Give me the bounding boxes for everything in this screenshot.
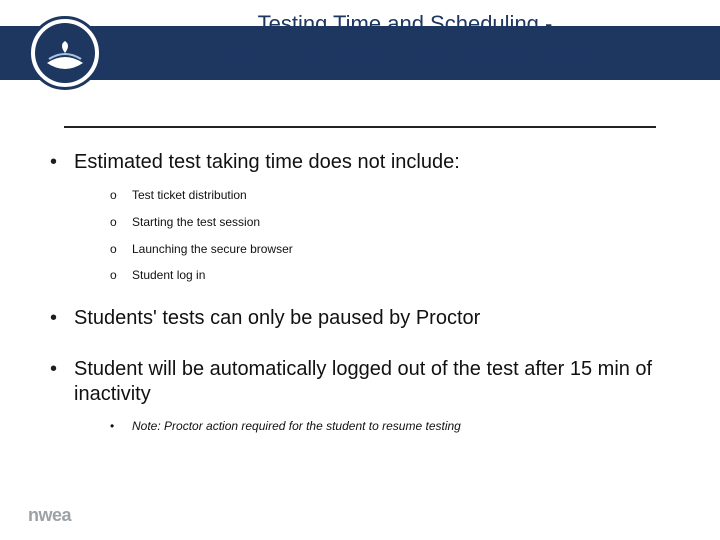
- bullet-2: • Students' tests can only be paused by …: [50, 306, 670, 331]
- bullet-1-sublist: o Test ticket distribution o Starting th…: [110, 187, 670, 284]
- sub-marker: o: [110, 187, 132, 204]
- sub-marker: o: [110, 214, 132, 231]
- bullet-3-note: • Note: Proctor action required for the …: [110, 419, 670, 433]
- page-title: Testing Time and Scheduling - Recommenda…: [120, 10, 690, 65]
- bullet-2-text: Students' tests can only be paused by Pr…: [74, 306, 670, 331]
- sub-item: o Starting the test session: [110, 214, 670, 231]
- bullet-1-text: Estimated test taking time does not incl…: [74, 150, 670, 175]
- bullet-1: • Estimated test taking time does not in…: [50, 150, 670, 175]
- sub-marker: o: [110, 267, 132, 284]
- bullet-marker: •: [50, 306, 74, 331]
- logo: [28, 16, 102, 90]
- sub-item-text: Starting the test session: [132, 214, 260, 231]
- footer-brand: nwea: [28, 505, 71, 526]
- title-line-2: Recommendations and Considerations: [120, 38, 690, 66]
- title-underline: [64, 126, 656, 128]
- note-marker: •: [110, 419, 132, 433]
- header: Testing Time and Scheduling - Recommenda…: [0, 0, 720, 88]
- sub-item-text: Launching the secure browser: [132, 241, 293, 258]
- sub-item-text: Test ticket distribution: [132, 187, 247, 204]
- book-swoosh-icon: [43, 31, 87, 75]
- bullet-3: • Student will be automatically logged o…: [50, 357, 670, 407]
- sub-item-text: Student log in: [132, 267, 205, 284]
- sub-item: o Student log in: [110, 267, 670, 284]
- bullet-marker: •: [50, 150, 74, 175]
- title-line-1: Testing Time and Scheduling -: [120, 10, 690, 38]
- bullet-marker: •: [50, 357, 74, 407]
- logo-inner: [35, 23, 95, 83]
- content-area: • Estimated test taking time does not in…: [50, 150, 670, 433]
- bullet-3-text: Student will be automatically logged out…: [74, 357, 670, 407]
- note-text: Note: Proctor action required for the st…: [132, 419, 461, 433]
- sub-item: o Test ticket distribution: [110, 187, 670, 204]
- sub-marker: o: [110, 241, 132, 258]
- note-item: • Note: Proctor action required for the …: [110, 419, 670, 433]
- sub-item: o Launching the secure browser: [110, 241, 670, 258]
